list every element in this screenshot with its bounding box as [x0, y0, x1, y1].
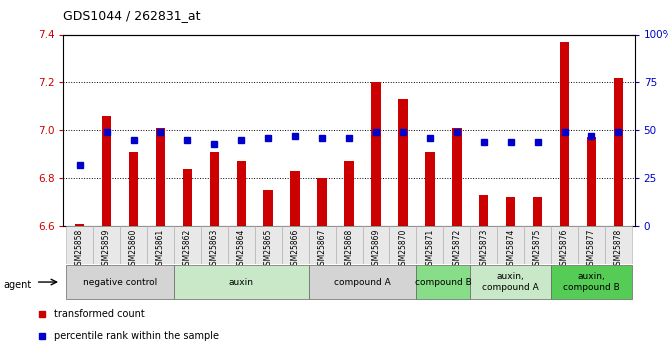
FancyBboxPatch shape — [524, 226, 551, 264]
FancyBboxPatch shape — [66, 226, 93, 264]
Text: GSM25863: GSM25863 — [210, 229, 219, 270]
Text: GSM25868: GSM25868 — [345, 229, 353, 270]
Text: GSM25873: GSM25873 — [479, 229, 488, 270]
Text: GSM25865: GSM25865 — [264, 229, 273, 270]
Bar — [479, 195, 488, 226]
FancyBboxPatch shape — [335, 226, 363, 264]
Text: compound B: compound B — [415, 277, 472, 287]
Bar — [425, 152, 435, 226]
Bar — [398, 99, 407, 226]
Text: GSM25866: GSM25866 — [291, 229, 300, 270]
Text: GSM25876: GSM25876 — [560, 229, 569, 270]
Bar — [587, 137, 597, 226]
Text: auxin,
compound B: auxin, compound B — [563, 272, 620, 292]
Bar — [291, 171, 300, 226]
Text: compound A: compound A — [334, 277, 391, 287]
FancyBboxPatch shape — [551, 265, 632, 299]
Bar — [236, 161, 246, 226]
Text: transformed count: transformed count — [55, 309, 145, 319]
Bar — [506, 197, 516, 226]
Bar — [156, 128, 165, 226]
Text: auxin,
compound A: auxin, compound A — [482, 272, 539, 292]
Text: GSM25860: GSM25860 — [129, 229, 138, 270]
Text: negative control: negative control — [83, 277, 157, 287]
FancyBboxPatch shape — [444, 226, 470, 264]
FancyBboxPatch shape — [174, 265, 309, 299]
Text: GSM25871: GSM25871 — [426, 229, 434, 270]
Bar — [317, 178, 327, 226]
FancyBboxPatch shape — [174, 226, 201, 264]
Bar — [75, 224, 84, 226]
Bar — [210, 152, 219, 226]
Text: GSM25875: GSM25875 — [533, 229, 542, 270]
FancyBboxPatch shape — [309, 265, 416, 299]
FancyBboxPatch shape — [120, 226, 147, 264]
FancyBboxPatch shape — [389, 226, 416, 264]
FancyBboxPatch shape — [255, 226, 282, 264]
FancyBboxPatch shape — [605, 226, 632, 264]
Text: GSM25864: GSM25864 — [236, 229, 246, 270]
FancyBboxPatch shape — [497, 226, 524, 264]
FancyBboxPatch shape — [93, 226, 120, 264]
FancyBboxPatch shape — [147, 226, 174, 264]
Text: GSM25861: GSM25861 — [156, 229, 165, 270]
FancyBboxPatch shape — [470, 265, 551, 299]
Bar — [371, 82, 381, 226]
FancyBboxPatch shape — [551, 226, 578, 264]
Text: GSM25859: GSM25859 — [102, 229, 111, 270]
Text: GSM25858: GSM25858 — [75, 229, 84, 270]
FancyBboxPatch shape — [363, 226, 389, 264]
FancyBboxPatch shape — [66, 265, 174, 299]
Text: GSM25867: GSM25867 — [317, 229, 327, 270]
FancyBboxPatch shape — [470, 226, 497, 264]
Text: GSM25874: GSM25874 — [506, 229, 515, 270]
Bar — [263, 190, 273, 226]
Text: GSM25872: GSM25872 — [452, 229, 462, 270]
FancyBboxPatch shape — [578, 226, 605, 264]
FancyBboxPatch shape — [416, 265, 470, 299]
Text: GSM25870: GSM25870 — [398, 229, 407, 270]
FancyBboxPatch shape — [309, 226, 335, 264]
FancyBboxPatch shape — [201, 226, 228, 264]
FancyBboxPatch shape — [416, 226, 444, 264]
Bar — [182, 169, 192, 226]
Bar — [129, 152, 138, 226]
Text: percentile rank within the sample: percentile rank within the sample — [55, 331, 220, 341]
Bar — [102, 116, 112, 226]
Text: auxin: auxin — [228, 277, 254, 287]
Text: GSM25862: GSM25862 — [183, 229, 192, 270]
Text: GSM25877: GSM25877 — [587, 229, 596, 270]
Bar — [533, 197, 542, 226]
Bar — [560, 42, 569, 226]
Text: GSM25878: GSM25878 — [614, 229, 623, 270]
FancyBboxPatch shape — [282, 226, 309, 264]
Text: agent: agent — [3, 280, 31, 289]
Bar — [614, 78, 623, 226]
Bar — [344, 161, 354, 226]
Text: GDS1044 / 262831_at: GDS1044 / 262831_at — [63, 9, 201, 22]
Bar — [452, 128, 462, 226]
Text: GSM25869: GSM25869 — [371, 229, 381, 270]
FancyBboxPatch shape — [228, 226, 255, 264]
